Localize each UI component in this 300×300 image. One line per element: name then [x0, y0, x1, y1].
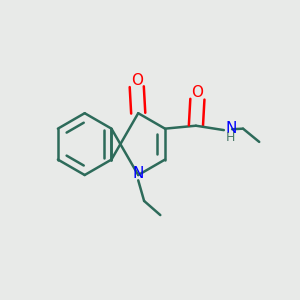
Text: N: N — [133, 166, 144, 181]
Text: N: N — [225, 121, 237, 136]
Text: O: O — [131, 73, 143, 88]
Text: O: O — [191, 85, 203, 100]
Text: H: H — [226, 131, 235, 144]
